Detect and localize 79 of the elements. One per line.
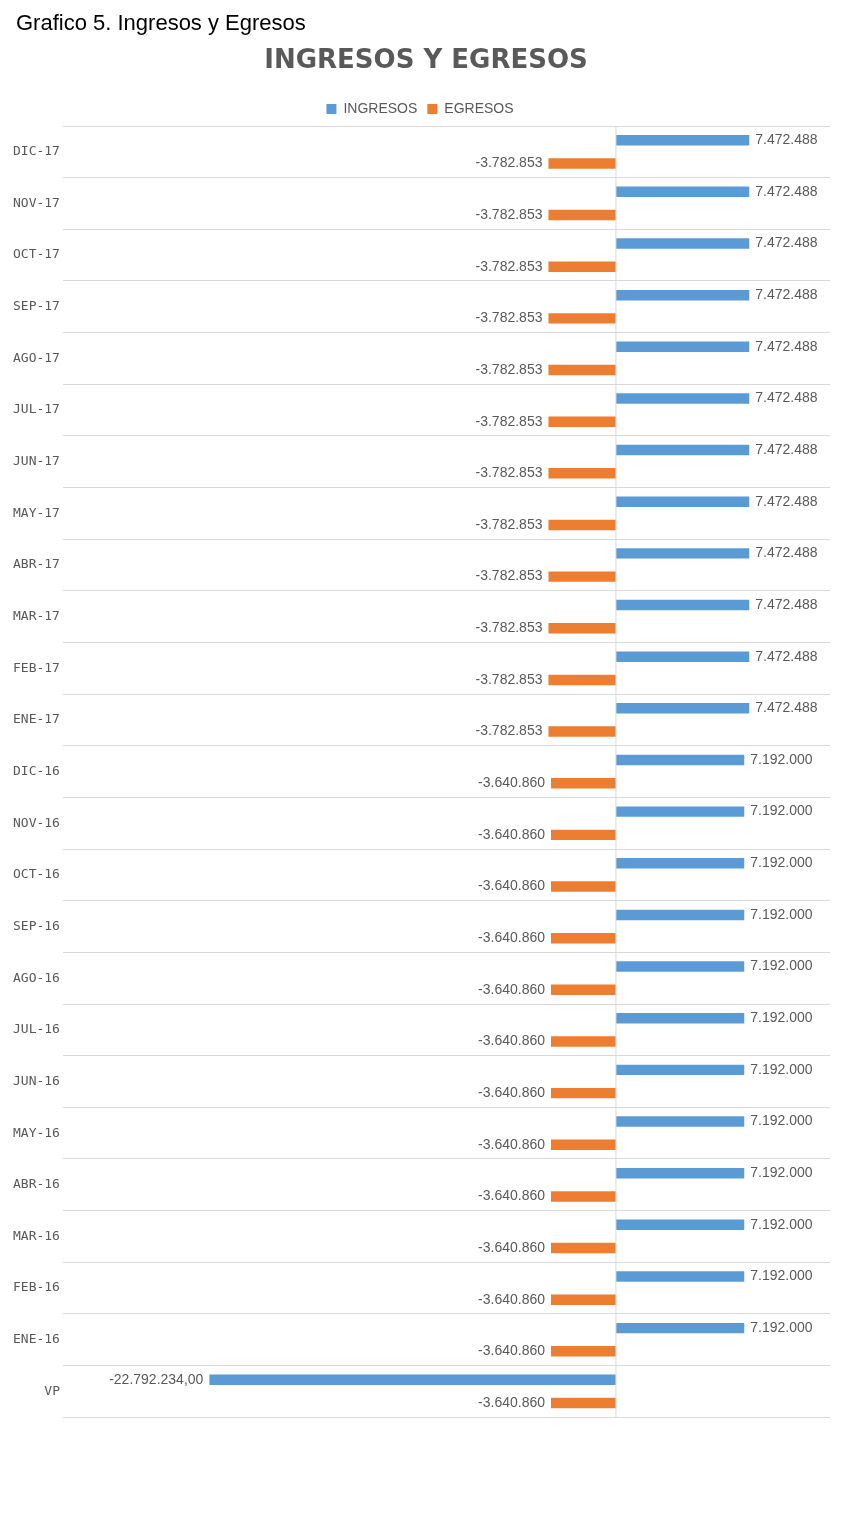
data-label: -3.640.860 — [478, 1393, 546, 1410]
chart-title: INGRESOS Y EGRESOS — [263, 44, 589, 74]
y-tick-label: JUN-16 — [12, 1072, 60, 1088]
data-label: 7.472.488 — [755, 595, 818, 612]
data-label: 7.192.000 — [750, 905, 813, 922]
y-tick-label: JUN-17 — [12, 453, 60, 469]
data-label: 7.472.488 — [755, 286, 818, 303]
data-label: 7.472.488 — [755, 182, 818, 199]
data-label: -3.782.853 — [475, 722, 543, 739]
legend-label: EGRESOS — [444, 99, 514, 116]
data-label: 7.472.488 — [755, 492, 818, 509]
y-tick-label: JUL-17 — [12, 401, 60, 417]
legend-label: INGRESOS — [343, 99, 418, 116]
y-tick-label: MAY-17 — [12, 504, 60, 520]
y-tick-label: VP — [44, 1382, 61, 1398]
data-label: -3.640.860 — [478, 1238, 546, 1255]
data-label: -3.640.860 — [478, 1290, 546, 1307]
data-label: -3.640.860 — [478, 825, 546, 842]
data-label: 7.192.000 — [750, 1112, 813, 1129]
data-label: 7.192.000 — [750, 750, 813, 767]
data-label: -3.640.860 — [478, 929, 546, 946]
y-tick-label: JUL-16 — [12, 1021, 60, 1037]
y-tick-label: NOV-16 — [12, 814, 60, 830]
y-tick-label: MAY-16 — [12, 1124, 60, 1140]
data-label: 7.472.488 — [755, 131, 818, 148]
data-label: 7.472.488 — [755, 544, 818, 561]
data-label: -3.782.853 — [475, 464, 543, 481]
y-tick-label: NOV-17 — [12, 194, 60, 210]
y-tick-label: ENE-16 — [12, 1331, 60, 1347]
data-label: -3.640.860 — [478, 1135, 546, 1152]
data-label: 7.192.000 — [750, 802, 813, 819]
data-label: -3.782.853 — [475, 257, 543, 274]
data-label: 7.192.000 — [750, 1318, 813, 1335]
data-label: 7.472.488 — [755, 440, 818, 457]
y-tick-label: MAR-16 — [12, 1227, 60, 1243]
y-tick-label: DIC-16 — [12, 762, 60, 778]
data-label: 7.192.000 — [750, 1060, 813, 1077]
data-label: -3.640.860 — [478, 877, 546, 894]
y-tick-label: AGO-17 — [12, 349, 60, 365]
y-tick-label: SEP-16 — [12, 917, 60, 933]
data-label: -22.792.234,00 — [109, 1370, 204, 1387]
data-label: -3.782.853 — [475, 309, 543, 326]
y-tick-label: ABR-17 — [12, 556, 60, 572]
data-label: -3.640.860 — [478, 1083, 546, 1100]
data-label: -3.782.853 — [475, 515, 543, 532]
data-label: -3.640.860 — [478, 1032, 546, 1049]
data-label: -3.782.853 — [475, 205, 543, 222]
y-tick-label: AGO-16 — [12, 969, 60, 985]
y-tick-label: ENE-17 — [12, 711, 60, 727]
data-label: 7.192.000 — [750, 957, 813, 974]
y-tick-label: FEB-17 — [12, 659, 60, 675]
data-label: -3.782.853 — [475, 670, 543, 687]
data-label: -3.640.860 — [478, 1187, 546, 1204]
data-label: 7.192.000 — [750, 1267, 813, 1284]
data-label: 7.192.000 — [750, 1009, 813, 1026]
data-label: -3.782.853 — [475, 360, 543, 377]
data-label: -3.782.853 — [475, 154, 543, 171]
data-label: 7.472.488 — [755, 647, 818, 664]
data-label: -3.782.853 — [475, 412, 543, 429]
data-label: 7.472.488 — [755, 234, 818, 251]
data-label: 7.472.488 — [755, 337, 818, 354]
data-label: 7.192.000 — [750, 1164, 813, 1181]
data-label: -3.640.860 — [478, 1342, 546, 1359]
y-tick-label: ABR-16 — [12, 1176, 60, 1192]
data-label: -3.640.860 — [478, 980, 546, 997]
y-tick-label: MAR-17 — [12, 608, 60, 624]
y-tick-label: OCT-17 — [12, 246, 60, 262]
data-label: 7.472.488 — [755, 699, 818, 716]
y-tick-label: OCT-16 — [12, 866, 60, 882]
data-label: 7.192.000 — [750, 1215, 813, 1232]
y-tick-label: DIC-17 — [12, 143, 60, 159]
text: Grafico 5. Ingresos y Egresos — [16, 10, 307, 36]
data-label: 7.472.488 — [755, 389, 818, 406]
data-label: -3.640.860 — [478, 774, 546, 791]
y-tick-label: FEB-16 — [12, 1279, 60, 1295]
data-label: -3.782.853 — [475, 567, 543, 584]
y-tick-label: SEP-17 — [12, 298, 60, 314]
data-label: 7.192.000 — [750, 854, 813, 871]
data-label: -3.782.853 — [475, 619, 543, 636]
